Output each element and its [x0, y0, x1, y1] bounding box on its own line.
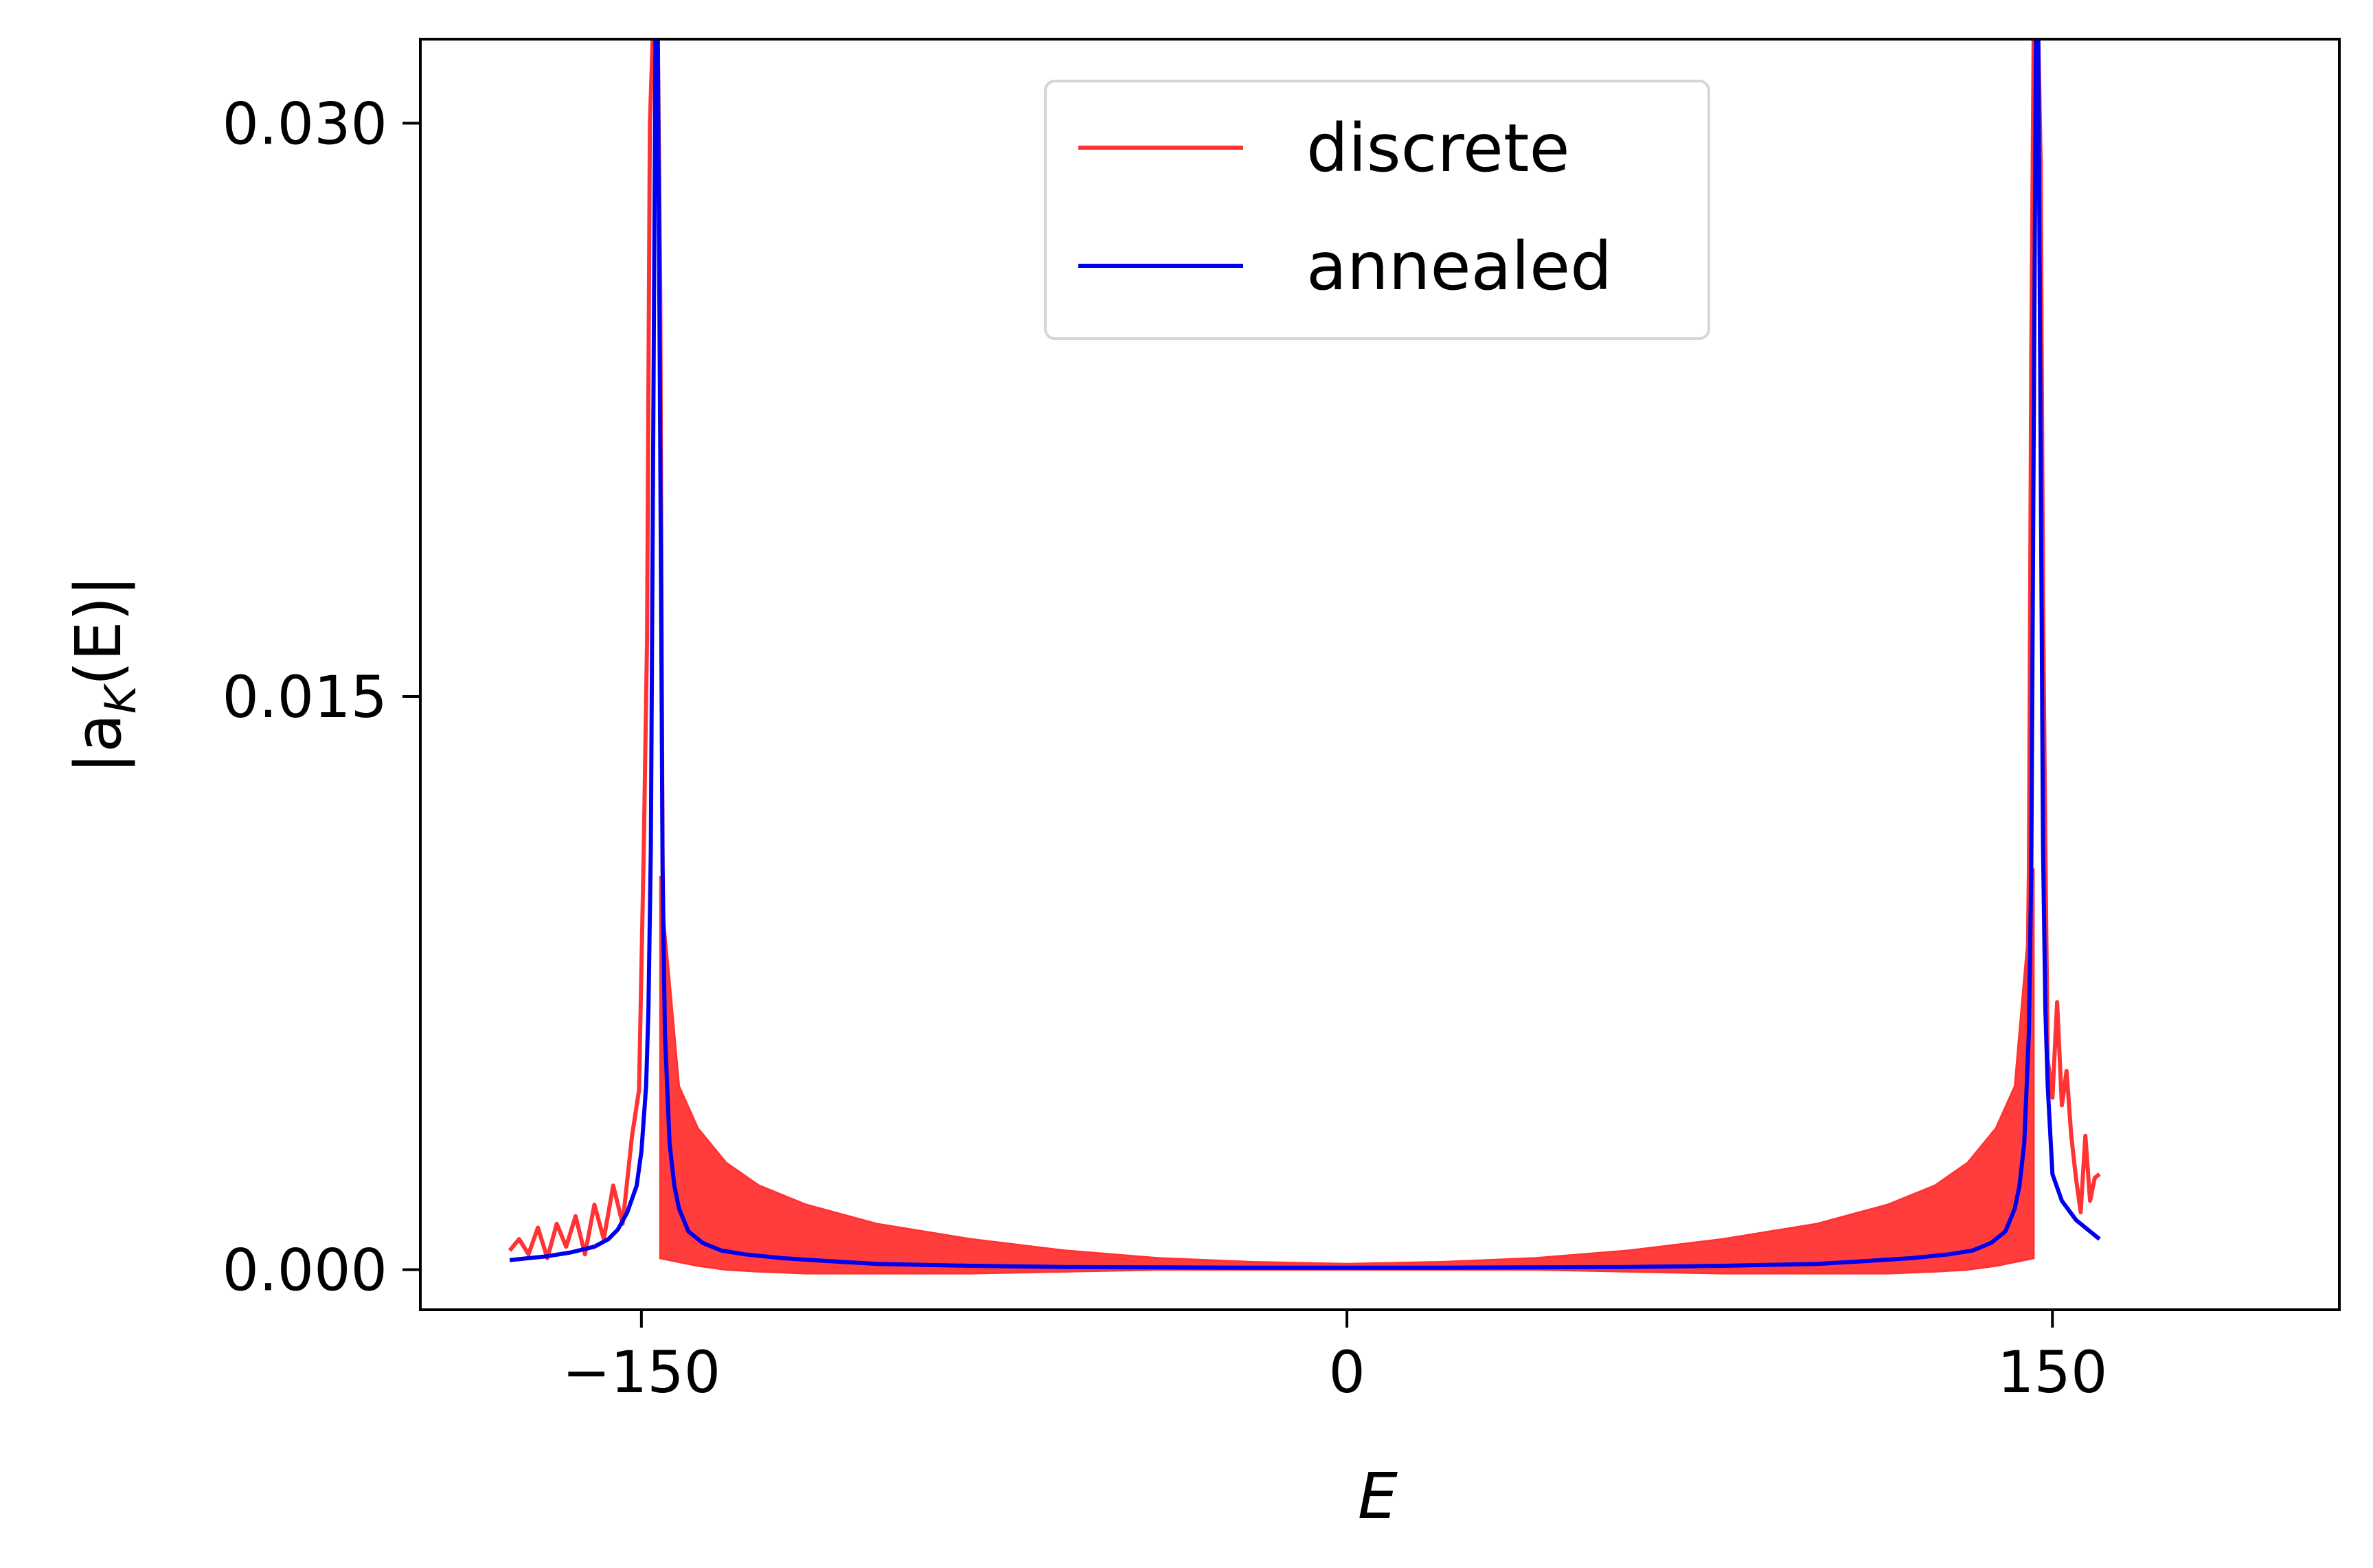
plot-area — [508, 39, 2101, 1275]
series-discrete-left-line — [508, 39, 668, 1260]
legend: discrete annealed — [1044, 80, 1710, 340]
series-layer — [508, 39, 2101, 1275]
x-axis: −150 0 150 — [562, 1310, 2107, 1406]
series-discrete-oscillation-band — [659, 868, 2035, 1275]
y-tick-label: 0.030 — [223, 90, 387, 157]
legend-label-discrete: discrete — [1306, 110, 1570, 187]
y-tick-label: 0.015 — [223, 663, 387, 731]
x-tick-label: 0 — [1328, 1339, 1365, 1406]
legend-box — [1044, 80, 1710, 340]
y-axis-label: |aK(E)| — [62, 576, 146, 774]
y-axis-label-subscript: K — [95, 683, 146, 714]
legend-label-annealed: annealed — [1306, 228, 1612, 305]
x-axis-label: E — [1358, 1459, 1398, 1533]
x-tick-label: 150 — [1997, 1339, 2107, 1406]
x-tick-label: −150 — [562, 1339, 720, 1406]
y-tick-label: 0.000 — [223, 1237, 387, 1304]
y-axis: 0.000 0.015 0.030 — [223, 90, 420, 1304]
series-annealed-line — [509, 39, 2101, 1270]
series-discrete-right-line — [2024, 39, 2101, 1215]
axes-frame — [419, 38, 2341, 1311]
